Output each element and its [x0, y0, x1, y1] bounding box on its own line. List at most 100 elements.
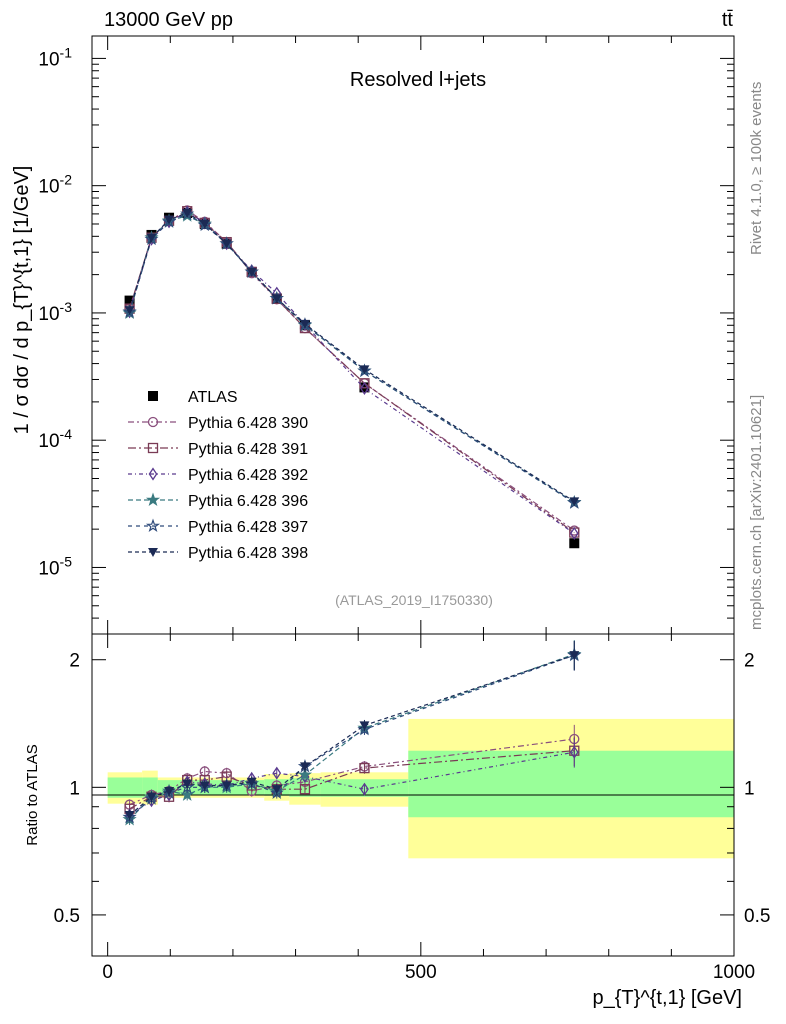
legend-item: Pythia 6.428 391 — [128, 441, 308, 458]
legend-label: Pythia 6.428 391 — [188, 441, 308, 458]
y-tick-label: 10-1 — [38, 44, 72, 70]
ratio-point — [269, 785, 284, 799]
legend-marker — [145, 492, 161, 507]
y-tick-label: 10-4 — [38, 426, 72, 452]
ratio-y-tick-label-right: 1 — [744, 778, 755, 799]
data-point — [146, 233, 157, 243]
y-tick-label: 10-3 — [38, 299, 72, 325]
legend-item: Pythia 6.428 398 — [128, 545, 308, 562]
legend-marker — [147, 416, 159, 428]
ratio-marks — [122, 640, 582, 826]
rivet-label: Rivet 4.1.0, ≥ 100k events — [748, 82, 765, 255]
ratio-bands — [107, 718, 734, 859]
series-3 — [125, 205, 579, 541]
process-label: tt̄ — [722, 9, 734, 31]
main-title: Resolved l+jets — [350, 69, 486, 91]
ratio-line — [129, 653, 575, 820]
ratio-point — [182, 779, 193, 789]
main-ylabel: 1 / σ dσ / d p_{T}^{t,1} [1/GeV] — [11, 166, 33, 435]
watermark: (ATLAS_2019_I1750330) — [335, 592, 493, 608]
ratio-point — [569, 745, 579, 759]
data-point — [199, 219, 210, 229]
legend-item: Pythia 6.428 396 — [128, 492, 308, 510]
energy-label: 13000 GeV pp — [104, 9, 233, 31]
data-point — [569, 526, 579, 541]
ratio-ticks: 0.5 0.5 1 1 2 2 0 500 1000 — [54, 634, 770, 983]
ratio-y-tick-label: 1 — [69, 778, 80, 799]
data-point — [569, 538, 580, 549]
legend-label: Pythia 6.428 396 — [188, 493, 308, 510]
legend-label: Pythia 6.428 398 — [188, 545, 308, 562]
data-point — [124, 306, 135, 316]
legend-item: Pythia 6.428 397 — [128, 518, 308, 536]
ratio-point — [146, 792, 157, 802]
main-ticks: 10-5 10-4 10-3 10-2 10-1 — [38, 36, 735, 635]
data-point — [164, 215, 174, 225]
legend-label: Pythia 6.428 392 — [188, 467, 308, 484]
legend-marker — [148, 467, 158, 481]
data-point — [182, 208, 193, 218]
x-axis-label: p_{T}^{t,1} [GeV] — [593, 987, 743, 1009]
x-tick-label: 1000 — [713, 962, 755, 983]
data-point — [360, 381, 369, 396]
main-panel: 10-5 10-4 10-3 10-2 10-1 Resolved l+jets (AT… — [11, 35, 735, 635]
ratio-point — [221, 781, 232, 791]
data-point — [271, 294, 282, 304]
site-label: mcplots.cern.ch [arXiv:2401.10621] — [748, 395, 765, 630]
ratio-point — [569, 651, 580, 661]
x-tick-label: 500 — [405, 962, 437, 983]
ratio-point — [359, 721, 370, 731]
ratio-point — [297, 767, 313, 781]
main-marks — [122, 205, 582, 549]
ratio-frame — [91, 633, 735, 957]
legend-label: Pythia 6.428 390 — [188, 415, 308, 432]
ratio-y-tick-label: 2 — [69, 651, 80, 672]
uncertainty-band-green — [107, 777, 143, 798]
ratio-point — [299, 784, 311, 795]
legend-marker — [147, 442, 159, 454]
ratio-point — [164, 786, 174, 796]
ratio-line — [129, 750, 575, 810]
ratio-point — [124, 811, 135, 821]
ratio-panel: 0.5 0.5 1 1 2 2 0 500 1000 Ratio to ATLAS p_{T}^… — [24, 633, 770, 1009]
series-6 — [124, 208, 580, 507]
legend-marker — [148, 547, 158, 557]
ratio-series-5 — [124, 641, 580, 821]
ratio-point — [246, 777, 257, 787]
legend-item: ATLAS — [148, 389, 238, 406]
data-point — [359, 365, 370, 375]
legend-marker — [145, 518, 161, 533]
data-point — [246, 267, 257, 277]
uncertainty-band-green — [408, 750, 734, 818]
ratio-point — [300, 762, 310, 772]
data-point — [221, 239, 232, 249]
series-4 — [122, 208, 582, 509]
y-tick-label: 10-2 — [38, 172, 72, 198]
ratio-point — [359, 762, 370, 774]
ratio-y-tick-label-right: 2 — [744, 651, 755, 672]
ratio-point — [199, 781, 210, 791]
ratio-line — [129, 738, 575, 806]
ratio-y-tick-label: 0.5 — [54, 906, 80, 927]
y-tick-label: 10-5 — [38, 553, 72, 579]
legend-marker — [148, 391, 158, 401]
ratio-ylabel: Ratio to ATLAS — [24, 744, 41, 845]
x-tick-label: 0 — [102, 962, 113, 983]
legend: ATLAS Pythia 6.428 390 Pythia 6.428 391 Pyt… — [128, 389, 308, 562]
legend-item: Pythia 6.428 390 — [128, 415, 308, 432]
ratio-y-tick-label-right: 0.5 — [744, 906, 770, 927]
ratio-point — [272, 766, 282, 780]
series-1 — [124, 205, 580, 536]
ratio-point — [271, 785, 282, 795]
data-point — [300, 319, 310, 329]
ratio-point — [180, 779, 195, 794]
data-point — [124, 295, 135, 306]
data-point — [569, 497, 580, 507]
series-line — [129, 211, 575, 534]
ratio-point — [360, 782, 369, 796]
legend-label: ATLAS — [188, 389, 238, 406]
series-line — [129, 212, 575, 503]
legend-label: Pythia 6.428 397 — [188, 519, 308, 536]
legend-item: Pythia 6.428 392 — [128, 467, 308, 484]
